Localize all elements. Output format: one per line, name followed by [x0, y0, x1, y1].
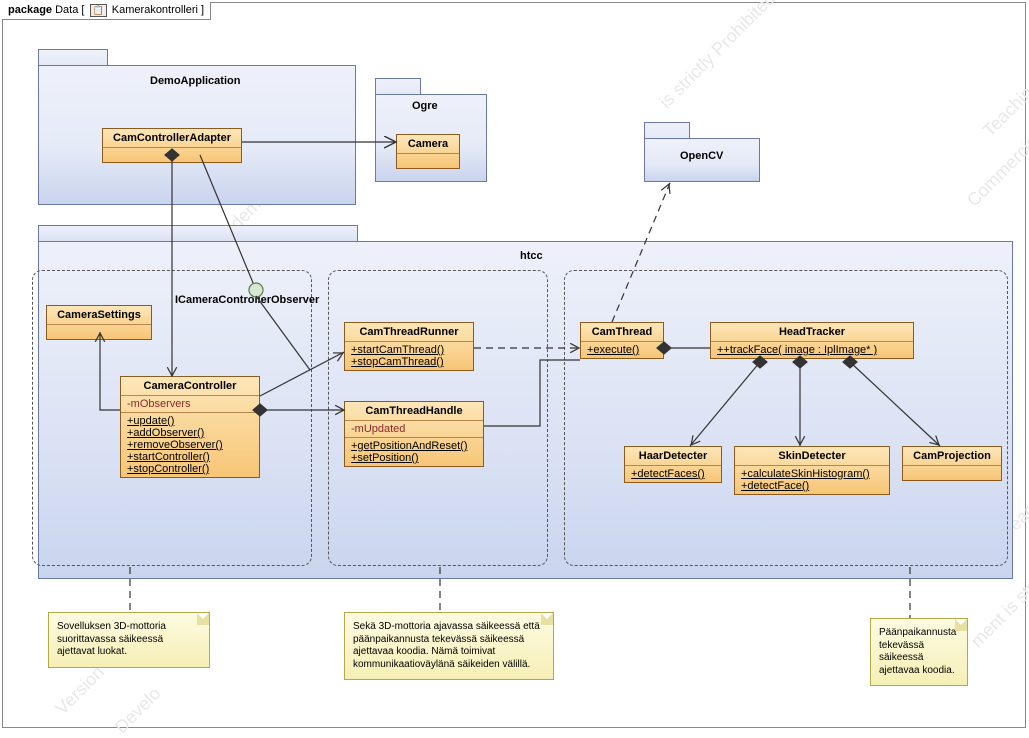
class-haarDetecter[interactable]: HaarDetecter +detectFaces(): [624, 446, 722, 483]
package-tab-ogre: [375, 78, 421, 94]
class-name: CameraSettings: [47, 306, 151, 325]
note-n3: Päänpaikannusta tekevässä säikeessä ajet…: [870, 618, 968, 686]
class-headTracker[interactable]: HeadTracker ++trackFace( image : IplImage…: [710, 322, 914, 359]
class-skinDetecter[interactable]: SkinDetecter+calculateSkinHistogram()+de…: [734, 446, 890, 495]
package-title-demo: DemoApplication: [150, 75, 240, 87]
package-title-ogre: Ogre: [412, 100, 438, 112]
class-section: [103, 148, 241, 162]
class-camController[interactable]: CameraController -mObservers +update()+add…: [120, 376, 260, 478]
frame-prefix: package: [8, 4, 52, 16]
class-name: CamThread: [581, 323, 663, 342]
member: +startController(): [127, 451, 253, 463]
class-section: [903, 466, 1001, 480]
class-camAdapter[interactable]: CamControllerAdapter: [102, 128, 242, 163]
member: +stopController(): [127, 463, 253, 475]
frame-header: package Data [ 📋 Kamerakontrolleri ]: [2, 2, 211, 20]
member: +update(): [127, 415, 253, 427]
class-name: CamControllerAdapter: [103, 129, 241, 148]
member: +detectFaces(): [631, 468, 715, 480]
class-section: +execute(): [581, 342, 663, 358]
class-camThreadHandle[interactable]: CamThreadHandle -mUpdated +getPositionAndR…: [344, 401, 484, 467]
member: +setPosition(): [351, 452, 477, 464]
member: -mUpdated: [351, 423, 477, 435]
note-n2: Sekä 3D-mottoria ajavassa säikeessä että…: [344, 612, 554, 680]
package-tab-demo: [38, 49, 108, 65]
class-name: SkinDetecter: [735, 447, 889, 466]
class-camSettings[interactable]: CameraSettings: [46, 305, 152, 340]
class-section: [397, 154, 459, 168]
class-name: CameraController: [121, 377, 259, 396]
class-section: +calculateSkinHistogram()+detectFace(): [735, 466, 889, 494]
member: +detectFace(): [741, 480, 883, 492]
member: +startCamThread(): [351, 344, 467, 356]
class-camThreadRunner[interactable]: CamThreadRunner+startCamThread()+stopCam…: [344, 322, 474, 371]
class-camProjection[interactable]: CamProjection: [902, 446, 1002, 481]
class-camera[interactable]: Camera: [396, 134, 460, 169]
member: +calculateSkinHistogram(): [741, 468, 883, 480]
package-tab-htcc: [38, 225, 358, 241]
frame-subset: Kamerakontrolleri: [112, 4, 198, 16]
member: -mObservers: [127, 398, 253, 410]
class-section: +update()+addObserver()+removeObserver()…: [121, 413, 259, 477]
class-name: HaarDetecter: [625, 447, 721, 466]
member: +removeObserver(): [127, 439, 253, 451]
class-camThread[interactable]: CamThread +execute(): [580, 322, 664, 359]
class-section: -mObservers: [121, 396, 259, 413]
class-section: [47, 325, 151, 339]
class-section: +detectFaces(): [625, 466, 721, 482]
association-label: ICameraControllerObserver: [175, 294, 319, 306]
note-n1: Sovelluksen 3D-mottoria suorittavassa sä…: [48, 612, 210, 668]
class-name: Camera: [397, 135, 459, 154]
package-title-opencv: OpenCV: [680, 150, 723, 162]
class-name: CamThreadRunner: [345, 323, 473, 342]
class-name: HeadTracker: [711, 323, 913, 342]
class-section: -mUpdated: [345, 421, 483, 438]
class-name: CamThreadHandle: [345, 402, 483, 421]
member: +getPositionAndReset(): [351, 440, 477, 452]
package-title-htcc: htcc: [520, 250, 543, 262]
group-g3: [564, 270, 1008, 566]
member: ++trackFace( image : IplImage* ): [717, 344, 907, 356]
frame-name: Data: [55, 4, 78, 16]
package-tab-opencv: [644, 122, 690, 138]
class-section: +getPositionAndReset()+setPosition(): [345, 438, 483, 466]
class-section: +startCamThread()+stopCamThread(): [345, 342, 473, 370]
class-section: ++trackFace( image : IplImage* ): [711, 342, 913, 358]
member: +execute(): [587, 344, 657, 356]
member: +addObserver(): [127, 427, 253, 439]
member: +stopCamThread(): [351, 356, 467, 368]
class-name: CamProjection: [903, 447, 1001, 466]
stereotype-icon: 📋: [90, 4, 107, 17]
